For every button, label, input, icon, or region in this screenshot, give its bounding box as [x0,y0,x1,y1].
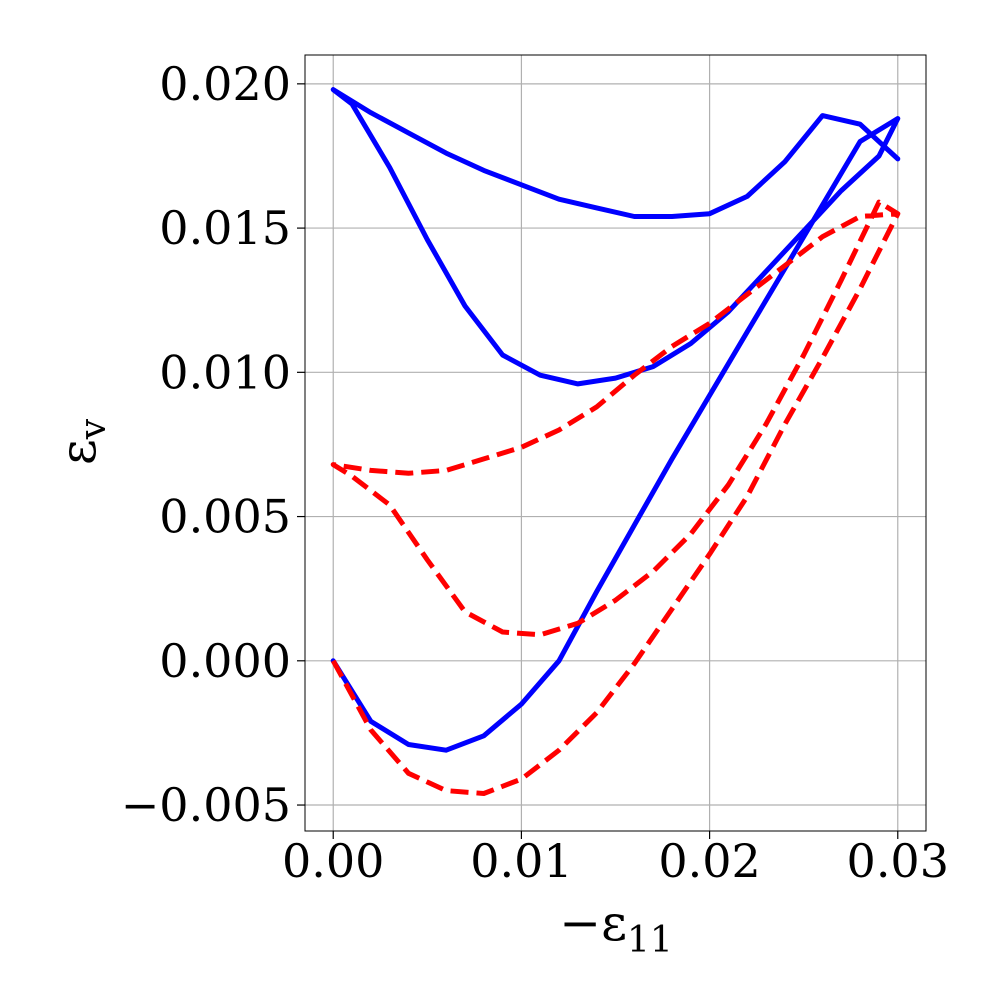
x-axis-label: −ε11 [559,894,673,961]
tick-labels: 0.00 0.01 0.02 0.03 −0.005 0.000 0.005 0.010 0.0… [121,57,949,888]
y-tick-label-1: 0.000 [159,634,291,688]
y-tick-label-0: −0.005 [121,778,291,832]
y-tick-label-3: 0.010 [159,345,291,399]
dashed-red-series-line [330,199,901,796]
x-tick-label-2: 0.02 [658,834,760,888]
x-tick-label-3: 0.03 [847,834,949,888]
y-axis-label-subscript: v [73,418,114,440]
plot-frame [304,54,927,832]
y-tick-label-2: 0.005 [159,490,291,544]
y-axis-label-main: ε [49,439,107,465]
grid [305,55,926,831]
y-tick-label-5: 0.020 [159,57,291,111]
solid-blue-series-line [330,87,901,753]
x-axis-label-subscript: 11 [627,920,673,961]
y-tick-label-4: 0.015 [159,201,291,255]
x-tick-label-0: 0.00 [282,834,384,888]
x-axis-label-main: −ε [559,894,627,952]
ticks [297,83,899,839]
x-tick-label-1: 0.01 [470,834,572,888]
y-axis-label: εv [49,418,114,465]
series-layer [330,87,901,796]
